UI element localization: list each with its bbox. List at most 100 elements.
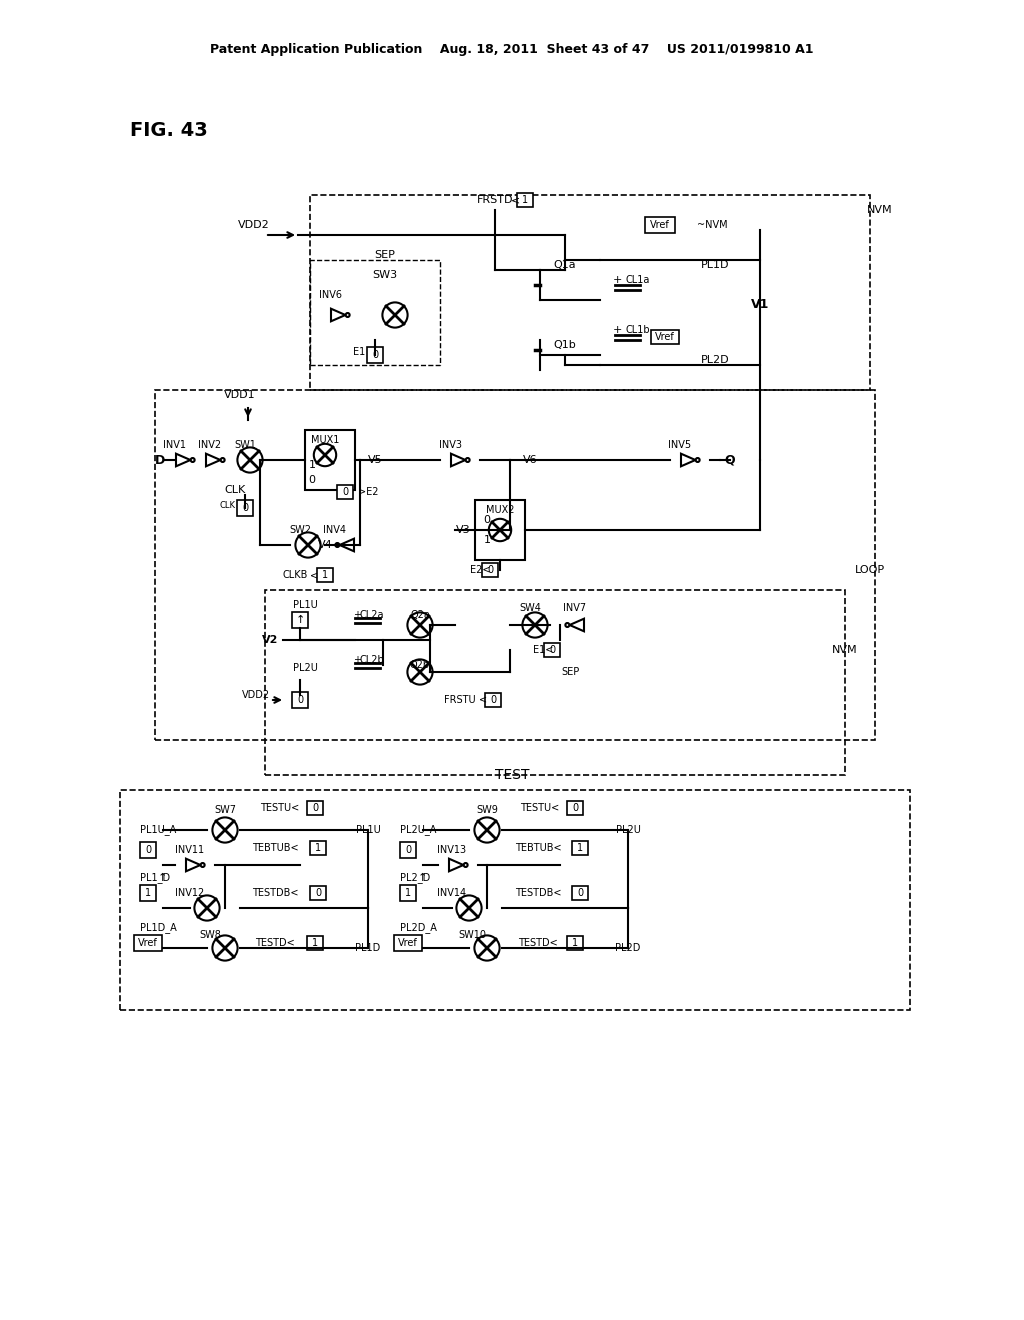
Text: V3: V3 <box>456 525 470 535</box>
Bar <box>544 643 560 657</box>
Text: 0: 0 <box>342 487 348 498</box>
Text: Q: Q <box>725 454 735 466</box>
Text: 1: 1 <box>522 195 528 205</box>
Text: V4: V4 <box>317 540 333 550</box>
Text: 0: 0 <box>308 475 315 484</box>
Text: 0: 0 <box>483 515 490 525</box>
Bar <box>310 886 326 900</box>
Text: 1: 1 <box>315 843 322 853</box>
Text: 0: 0 <box>315 888 322 898</box>
Text: Q2b: Q2b <box>410 660 430 671</box>
Bar <box>305 430 355 490</box>
Text: 1: 1 <box>145 888 152 898</box>
Text: ~NVM: ~NVM <box>697 220 728 230</box>
Text: CL2b: CL2b <box>360 655 385 665</box>
Text: <: < <box>510 195 519 205</box>
Bar <box>140 842 156 858</box>
Text: PL2D: PL2D <box>615 942 641 953</box>
Text: SW3: SW3 <box>373 271 397 280</box>
Text: ↑: ↑ <box>418 873 427 883</box>
Text: PL2U: PL2U <box>293 663 317 673</box>
Text: VDD1: VDD1 <box>224 389 256 400</box>
Text: TESTU<: TESTU< <box>520 803 560 813</box>
Bar <box>567 936 583 950</box>
Text: +: + <box>612 325 622 335</box>
Bar <box>265 590 845 775</box>
Text: PL2U_A: PL2U_A <box>400 825 436 836</box>
Bar <box>310 195 870 389</box>
Bar <box>572 841 588 855</box>
Bar <box>482 564 498 577</box>
Text: NVM: NVM <box>833 645 858 655</box>
Bar <box>140 884 156 902</box>
Text: CL1a: CL1a <box>625 275 649 285</box>
Text: SW9: SW9 <box>476 805 498 814</box>
Bar <box>307 936 323 950</box>
Text: TESTD<: TESTD< <box>255 939 295 948</box>
Text: ↑: ↑ <box>295 615 305 624</box>
Text: D: D <box>155 454 165 466</box>
Text: V1: V1 <box>751 298 769 312</box>
Bar <box>310 260 440 366</box>
Bar <box>310 841 326 855</box>
Text: LOOP: LOOP <box>855 565 885 576</box>
Text: SW8: SW8 <box>199 931 221 940</box>
Bar <box>237 500 253 516</box>
Text: 0: 0 <box>297 696 303 705</box>
Text: PL1U_A: PL1U_A <box>140 825 176 836</box>
Text: INV12: INV12 <box>175 888 205 898</box>
Bar <box>292 692 308 708</box>
Text: V2: V2 <box>262 635 279 645</box>
Text: FIG. 43: FIG. 43 <box>130 120 208 140</box>
Text: TESTDB<: TESTDB< <box>252 888 298 898</box>
Text: TESTDB<: TESTDB< <box>515 888 561 898</box>
Text: TEBTUB<: TEBTUB< <box>515 843 561 853</box>
Text: SW10: SW10 <box>458 931 486 940</box>
Text: VDD2: VDD2 <box>242 690 270 700</box>
Text: 1: 1 <box>322 570 328 579</box>
Text: SW7: SW7 <box>214 805 236 814</box>
Text: SEP: SEP <box>561 667 580 677</box>
Bar <box>155 389 874 741</box>
Text: 0: 0 <box>242 503 248 513</box>
Text: SW1: SW1 <box>234 440 256 450</box>
Text: PL1_D: PL1_D <box>140 873 170 883</box>
Bar <box>367 347 383 363</box>
Text: >E2: >E2 <box>358 487 379 498</box>
Bar <box>292 612 308 628</box>
Bar <box>475 500 525 560</box>
Text: Q1a: Q1a <box>554 260 577 271</box>
Text: 0: 0 <box>312 803 318 813</box>
Bar <box>134 935 162 950</box>
Text: TESTU<: TESTU< <box>260 803 300 813</box>
Text: ↑: ↑ <box>158 873 167 883</box>
Text: Q1b: Q1b <box>554 341 577 350</box>
Text: E1: E1 <box>352 347 365 356</box>
Text: PL1D_A: PL1D_A <box>140 923 177 933</box>
Text: NVM: NVM <box>867 205 893 215</box>
Text: PL1U: PL1U <box>355 825 380 836</box>
Text: 1: 1 <box>572 939 579 948</box>
Text: <: < <box>479 696 487 705</box>
Text: 1: 1 <box>483 535 490 545</box>
Text: CLKB: CLKB <box>283 570 307 579</box>
Text: CL1b: CL1b <box>625 325 649 335</box>
Text: +: + <box>353 610 361 620</box>
Text: Vref: Vref <box>398 939 418 948</box>
Text: PL1U: PL1U <box>293 601 317 610</box>
Text: SW4: SW4 <box>519 603 541 612</box>
Text: MUX1: MUX1 <box>311 436 339 445</box>
Bar <box>651 330 679 345</box>
Text: 1: 1 <box>404 888 411 898</box>
Text: PL1D: PL1D <box>700 260 729 271</box>
Text: V5: V5 <box>368 455 382 465</box>
Text: INV1: INV1 <box>164 440 186 450</box>
Text: E2<: E2< <box>470 565 490 576</box>
Text: PL2U: PL2U <box>615 825 640 836</box>
Text: +: + <box>612 275 622 285</box>
Text: TEBTUB<: TEBTUB< <box>252 843 298 853</box>
Text: INV5: INV5 <box>669 440 691 450</box>
Bar <box>400 842 416 858</box>
Text: Q2a: Q2a <box>410 610 430 620</box>
Text: SW2: SW2 <box>289 525 311 535</box>
